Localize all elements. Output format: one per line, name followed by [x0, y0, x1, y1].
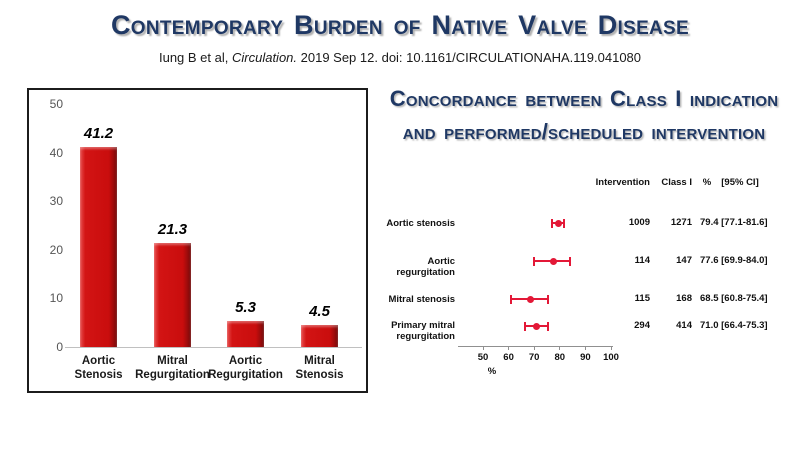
table-cell-class-i: 147 [676, 255, 692, 266]
table-cell-intervention: 115 [634, 293, 650, 304]
forest-point [554, 219, 562, 227]
forest-point [533, 322, 541, 330]
forest-ci-cap-left [509, 294, 512, 304]
forest-x-tick-label: 70 [528, 352, 540, 363]
forest-x-tick-label: 100 [603, 352, 619, 363]
forest-row-label-line: Mitral stenosis [388, 293, 455, 305]
citation-authors: Iung B et al, [158, 50, 232, 65]
forest-x-axis-line [458, 346, 613, 347]
bar [154, 243, 191, 347]
bar-value-label: 21.3 [157, 221, 188, 239]
y-tick-label: 30 [49, 194, 63, 209]
forest-plot-panel: Intervention Class I% [95% CI] Aortic steno… [370, 165, 800, 400]
forest-x-axis-label: % [487, 366, 497, 377]
forest-ci-cap-left [551, 218, 554, 228]
forest-ci-cap-left [523, 321, 526, 331]
y-tick-label: 40 [49, 145, 63, 160]
table-cell-pct-ci: 77.6 [69.9-84.0] [700, 255, 768, 266]
bar-value-label: 4.5 [309, 303, 330, 321]
bar-category-label-line: Regurgitation [135, 369, 210, 381]
bar-category-label-line: Mitral [304, 355, 335, 367]
forest-x-tick-label: 60 [503, 352, 514, 363]
table-header-intervention: Intervention [595, 177, 650, 188]
bar-category-label-line: Stenosis [295, 369, 344, 381]
bar-value-label: 5.3 [235, 299, 256, 317]
bar-category-label: Aortic Stenosis [56, 354, 142, 382]
table-header-ci: [95% CI] [721, 177, 759, 188]
bar-chart-panel: 0 10 20 30 40 50 41.2 Aortic Stenosis 21.3 Mitral R… [27, 88, 368, 393]
table-cell-intervention: 1009 [628, 217, 650, 228]
forest-x-axis-tick [482, 346, 484, 350]
forest-x-axis-tick [559, 346, 561, 350]
table-cell-intervention: 114 [634, 255, 650, 266]
forest-x-axis-tick [610, 346, 612, 350]
forest-row-label-line: Aortic regurgitation [396, 255, 455, 278]
forest-row-label-line: regurgitation [396, 331, 455, 342]
forest-plot-title-line1: Concordance between Class I indication [389, 86, 779, 111]
bar-value-label: 41.2 [83, 124, 114, 142]
table-cell-class-i: 1271 [670, 217, 692, 228]
forest-row-label: Aortic regurgitation [370, 256, 455, 278]
bar [227, 321, 264, 347]
table-header-pct: % [702, 177, 712, 188]
forest-row-label: Primary mitral regurgitation [370, 320, 455, 342]
forest-row-label-line: Primary mitral [391, 320, 455, 331]
bar-category-label-line: Stenosis [74, 369, 123, 381]
forest-plot-title: Concordance between Class I indication a… [372, 82, 796, 148]
forest-x-axis-tick [533, 346, 535, 350]
bar-category-label: Mitral Regurgitation [130, 354, 216, 382]
forest-x-axis-tick [584, 346, 586, 350]
table-cell-pct-ci: 71.0 [66.4-75.3] [700, 320, 768, 331]
forest-plot-title-line2: and performed/scheduled intervention [402, 119, 766, 144]
forest-row-label: Mitral stenosis [370, 294, 455, 305]
forest-row-label-line: Aortic stenosis [386, 217, 455, 229]
citation-journal: Circulation. [231, 50, 298, 65]
citation-doi: 2019 Sep 12. doi: 10.1161/CIRCULATIONAHA… [297, 50, 642, 65]
citation: Iung B et al, Circulation. 2019 Sep 12. … [0, 50, 800, 65]
forest-x-tick-label: 50 [477, 352, 489, 363]
y-tick-label: 10 [49, 291, 63, 306]
y-tick-label: 50 [49, 97, 63, 111]
bar-category-label: Aortic Regurgitation [203, 354, 289, 382]
bar-chart-plot-area: 0 10 20 30 40 50 41.2 Aortic Stenosis 21.3 Mitral R… [29, 90, 366, 391]
forest-point [550, 257, 558, 265]
bar-category-label-line: Regurgitation [208, 369, 283, 381]
forest-row-label: Aortic stenosis [370, 218, 455, 229]
bar-category-label-line: Aortic [81, 355, 116, 367]
forest-ci-cap-right [546, 321, 549, 331]
bar [80, 146, 117, 347]
forest-point [526, 295, 534, 303]
table-cell-pct-ci: 79.4 [77.1-81.6] [700, 217, 768, 228]
x-axis-line [65, 347, 362, 348]
table-cell-intervention: 294 [634, 320, 650, 331]
forest-ci-cap-right [569, 256, 572, 266]
forest-x-tick-label: 90 [580, 352, 591, 363]
forest-ci-cap-left [532, 256, 535, 266]
table-cell-pct-ci: 68.5 [60.8-75.4] [700, 293, 768, 304]
slide-title: Contemporary Burden of Native Valve Dise… [110, 10, 690, 40]
bar-category-label: Mitral Stenosis [277, 354, 363, 382]
y-tick-label: 0 [56, 340, 63, 354]
forest-x-tick-label: 80 [554, 352, 566, 363]
bar-category-label-line: Mitral [157, 355, 188, 367]
y-tick-label: 20 [49, 242, 63, 257]
table-cell-class-i: 414 [676, 320, 692, 331]
forest-ci-cap-right [562, 218, 565, 228]
forest-ci-cap-right [547, 294, 550, 304]
bar-category-label-line: Aortic [228, 355, 263, 367]
forest-x-axis-tick [508, 346, 510, 350]
table-header-class-i: Class I [661, 177, 692, 188]
bar [301, 325, 338, 347]
table-cell-class-i: 168 [676, 293, 692, 304]
